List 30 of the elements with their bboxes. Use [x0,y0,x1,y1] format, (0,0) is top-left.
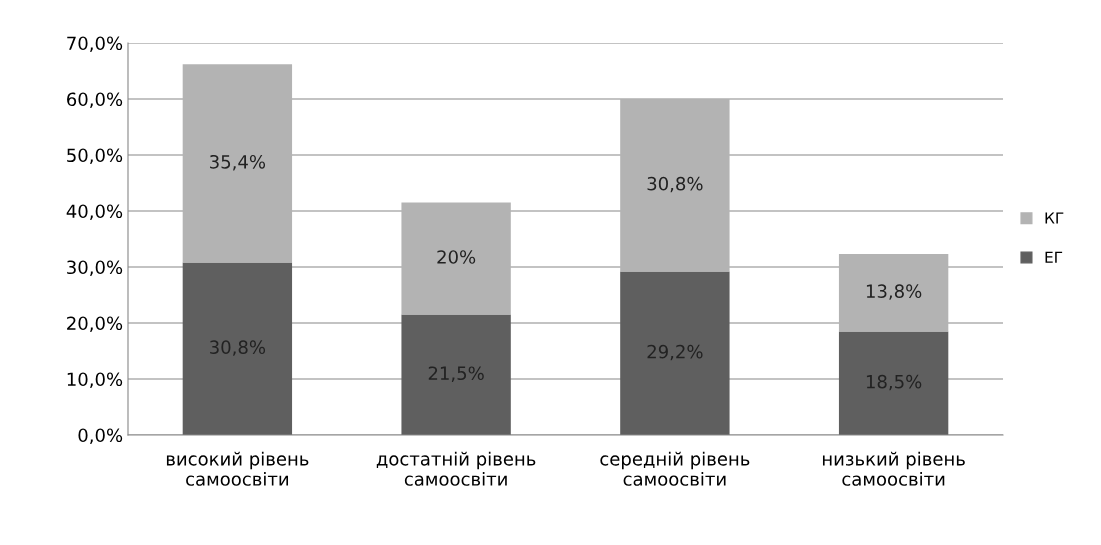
data-label: 13,8% [866,284,922,300]
bar [182,64,293,263]
y-tick-label: 20,0% [67,316,123,332]
y-tick-label: 40,0% [66,204,123,220]
x-tick-label: достатній рівень самоосвіти [376,451,536,486]
data-label: 30,8% [210,340,266,356]
legend-label: КГ [1045,212,1064,224]
bar [620,99,730,272]
bar [401,202,511,315]
data-label: 21,5% [428,366,484,382]
bar [182,262,293,435]
bar [401,314,511,435]
x-tick-label: високий рівень самоосвіти [166,451,309,486]
y-tick-label: 0,0% [78,428,123,444]
x-tick-label: низький рівень самоосвіти [822,451,965,486]
data-label: 30,8% [647,176,703,193]
y-tick-label: 50,0% [67,148,123,164]
data-label: 18,5% [866,374,922,391]
data-label: 20% [437,250,476,264]
data-label: 35,4% [210,154,266,171]
x-tick-label: середній рівень самоосвіти [600,451,750,486]
legend-label: ЕГ [1045,251,1063,263]
y-tick-label: 60,0% [67,92,123,108]
data-label: 29,2% [647,344,703,361]
y-tick-label: 10,0% [67,372,123,388]
bar [838,331,949,435]
bar [620,271,730,435]
y-tick-label: 70,0% [67,36,123,52]
y-tick-label: 30,0% [67,260,123,276]
bar [838,254,949,332]
